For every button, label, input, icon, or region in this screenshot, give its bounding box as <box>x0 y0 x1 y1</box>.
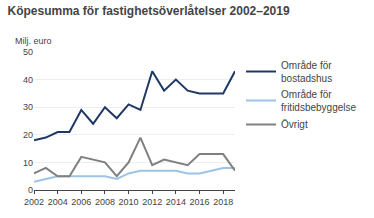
svg-text:Övrigt: Övrigt <box>281 119 308 130</box>
svg-text:2016: 2016 <box>190 197 210 207</box>
svg-text:10: 10 <box>23 158 33 168</box>
svg-text:2018: 2018 <box>213 197 233 207</box>
svg-text:2004: 2004 <box>48 197 68 207</box>
svg-text:Område förfritidsbebyggelse: Område förfritidsbebyggelse <box>281 89 356 113</box>
svg-text:40: 40 <box>23 75 33 85</box>
svg-text:2008: 2008 <box>95 197 115 207</box>
svg-text:Område förbostadshus: Område förbostadshus <box>281 60 332 84</box>
svg-text:Köpesumma för fastighetsöverlå: Köpesumma för fastighetsöverlåtelser 200… <box>7 4 289 18</box>
svg-text:0: 0 <box>28 185 33 195</box>
svg-text:30: 30 <box>23 102 33 112</box>
svg-text:20: 20 <box>23 130 33 140</box>
svg-text:2012: 2012 <box>142 197 162 207</box>
svg-text:Milj. euro: Milj. euro <box>15 36 52 46</box>
svg-text:50: 50 <box>23 47 33 57</box>
svg-text:2006: 2006 <box>71 197 91 207</box>
svg-text:2014: 2014 <box>166 197 186 207</box>
svg-text:2002: 2002 <box>24 197 44 207</box>
svg-text:2010: 2010 <box>119 197 139 207</box>
